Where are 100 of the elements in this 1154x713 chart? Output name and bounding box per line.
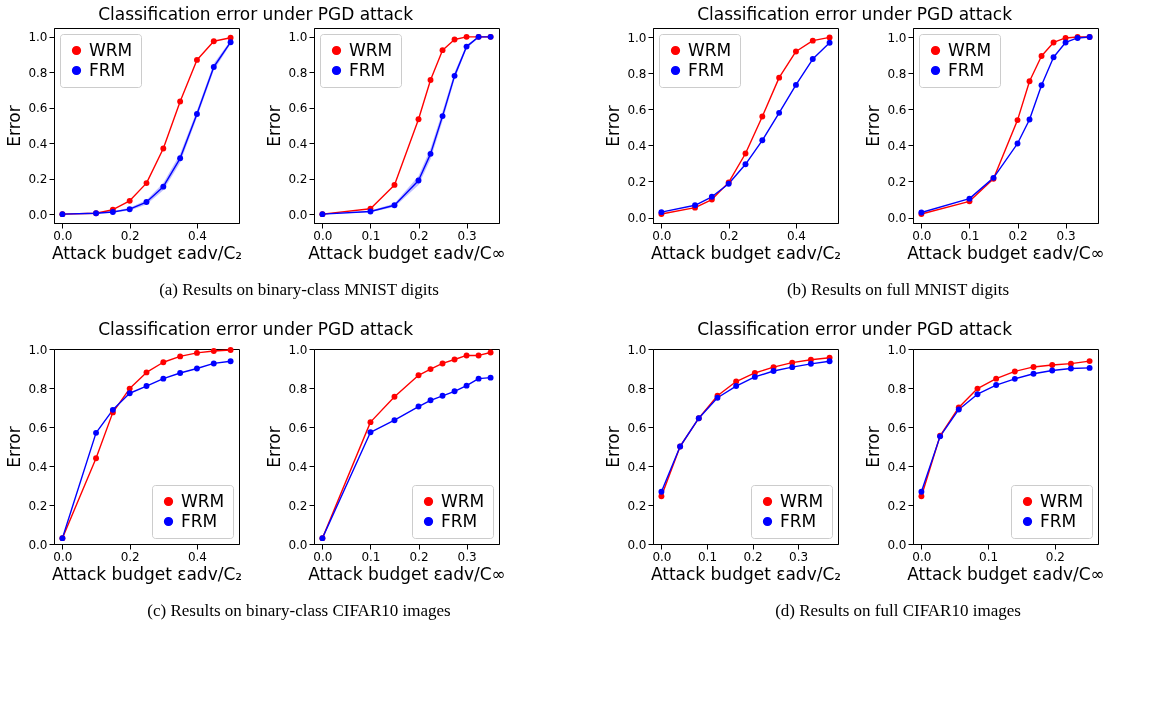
y-tick-label: 0.0	[627, 537, 647, 552]
y-tick-label: 0.2	[28, 498, 48, 513]
x-tick-label: 0.0	[313, 549, 333, 564]
y-tick-label: 1.0	[28, 30, 48, 45]
y-tick-label: 0.2	[288, 498, 308, 513]
y-tick-label: 0.0	[288, 207, 308, 222]
text: (b) Results on full MNIST digits	[786, 280, 1010, 299]
legend-label: WRM	[349, 39, 393, 60]
x-axis-title: Attack budget εadv/C∞	[308, 563, 506, 584]
y-tick-label: 0.6	[288, 420, 308, 435]
y-axis-title: Error	[4, 105, 25, 147]
chart-title: Classification error under PGD attack	[98, 318, 414, 339]
x-tick-label: 0.2	[120, 549, 140, 564]
y-tick-label: 0.6	[887, 102, 907, 117]
y-tick-label: 0.6	[288, 101, 308, 116]
y-tick-label: 0.6	[887, 420, 907, 435]
x-tick-label: 0.3	[457, 228, 477, 243]
y-tick-label: 0.6	[627, 420, 647, 435]
x-tick-label: 0.1	[979, 549, 999, 564]
y-tick-label: 0.8	[627, 66, 647, 81]
y-tick-label: 0.2	[627, 174, 647, 189]
y-axis-title: Error	[603, 105, 624, 147]
y-tick-label: 0.8	[887, 66, 907, 81]
x-tick-label: 0.0	[912, 549, 932, 564]
x-tick-label: 0.1	[697, 549, 718, 564]
x-tick-label: 0.2	[120, 228, 140, 243]
x-tick-label: 0.4	[187, 549, 207, 564]
x-tick-label: 0.1	[361, 228, 381, 243]
legend-label: WRM	[1040, 490, 1084, 511]
x-tick-label: 0.2	[1008, 228, 1028, 243]
chart-title: Classification error under PGD attack	[98, 3, 414, 24]
y-tick-label: 0.4	[627, 459, 647, 474]
y-tick-label: 0.8	[28, 65, 48, 80]
x-tick-label: 0.4	[786, 228, 806, 243]
x-tick-label: 0.4	[187, 228, 207, 243]
legend-label: FRM	[89, 59, 126, 80]
legend-label: FRM	[948, 59, 985, 80]
y-axis-title: Error	[4, 426, 25, 468]
y-tick-label: 0.0	[627, 211, 647, 226]
x-tick-label: 0.2	[1045, 549, 1065, 564]
y-tick-label: 1.0	[288, 30, 308, 45]
x-tick-label: 0.0	[652, 228, 672, 243]
y-tick-label: 0.2	[887, 174, 907, 189]
y-tick-label: 0.0	[887, 537, 907, 552]
y-tick-label: 0.6	[627, 102, 647, 117]
text: (c) Results on binary-class CIFAR10 images	[147, 601, 451, 620]
y-tick-label: 0.4	[288, 136, 308, 151]
x-tick-label: 0.2	[409, 549, 429, 564]
x-tick-label: 0.0	[652, 549, 672, 564]
y-axis-title: Error	[264, 105, 285, 147]
y-axis-title: Error	[863, 105, 884, 147]
x-tick-label: 0.2	[719, 228, 739, 243]
y-tick-label: 1.0	[887, 30, 907, 45]
y-tick-label: 0.0	[288, 537, 308, 552]
legend-label: FRM	[441, 510, 478, 531]
y-tick-label: 0.2	[627, 498, 647, 513]
x-axis-title: Attack budget εadv/C₂	[51, 563, 243, 584]
legend-label: FRM	[780, 510, 817, 531]
x-tick-label: 0.3	[457, 549, 477, 564]
y-tick-label: 0.0	[887, 211, 907, 226]
y-tick-label: 1.0	[887, 342, 907, 357]
x-tick-label: 0.3	[1056, 228, 1076, 243]
y-tick-label: 1.0	[288, 342, 308, 357]
legend-label: FRM	[181, 510, 218, 531]
x-tick-label: 0.0	[313, 228, 333, 243]
y-tick-label: 0.4	[28, 136, 48, 151]
y-tick-label: 0.8	[28, 381, 48, 396]
y-tick-label: 0.6	[28, 420, 48, 435]
x-tick-label: 0.1	[361, 549, 381, 564]
chart-title: Classification error under PGD attack	[697, 318, 1013, 339]
y-tick-label: 0.4	[887, 459, 907, 474]
x-tick-label: 0.0	[912, 228, 932, 243]
y-axis-title: Error	[603, 426, 624, 468]
y-tick-label: 0.2	[288, 172, 308, 187]
y-tick-label: 0.6	[28, 101, 48, 116]
y-tick-label: 0.2	[28, 172, 48, 187]
x-axis-title: Attack budget εadv/C₂	[650, 242, 842, 263]
legend-label: FRM	[349, 59, 386, 80]
x-axis-title: Attack budget εadv/C∞	[907, 242, 1105, 263]
text: (a) Results on binary-class MNIST digits	[159, 280, 439, 299]
legend-label: FRM	[1040, 510, 1077, 531]
y-tick-label: 0.0	[28, 537, 48, 552]
y-tick-label: 0.4	[887, 138, 907, 153]
x-tick-label: 0.0	[53, 228, 73, 243]
legend-label: FRM	[688, 59, 725, 80]
legend-label: WRM	[780, 490, 824, 511]
y-axis-title: Error	[863, 426, 884, 468]
y-tick-label: 0.8	[288, 65, 308, 80]
x-axis-title: Attack budget εadv/C∞	[308, 242, 506, 263]
y-tick-label: 1.0	[627, 342, 647, 357]
legend-label: WRM	[181, 490, 225, 511]
y-tick-label: 1.0	[28, 342, 48, 357]
x-tick-label: 0.2	[743, 549, 763, 564]
y-tick-label: 0.8	[288, 381, 308, 396]
legend-label: WRM	[89, 39, 133, 60]
y-axis-title: Error	[264, 426, 285, 468]
x-tick-label: 0.0	[53, 549, 73, 564]
y-tick-label: 0.0	[28, 207, 48, 222]
x-axis-title: Attack budget εadv/C₂	[650, 563, 842, 584]
x-tick-label: 0.1	[960, 228, 980, 243]
